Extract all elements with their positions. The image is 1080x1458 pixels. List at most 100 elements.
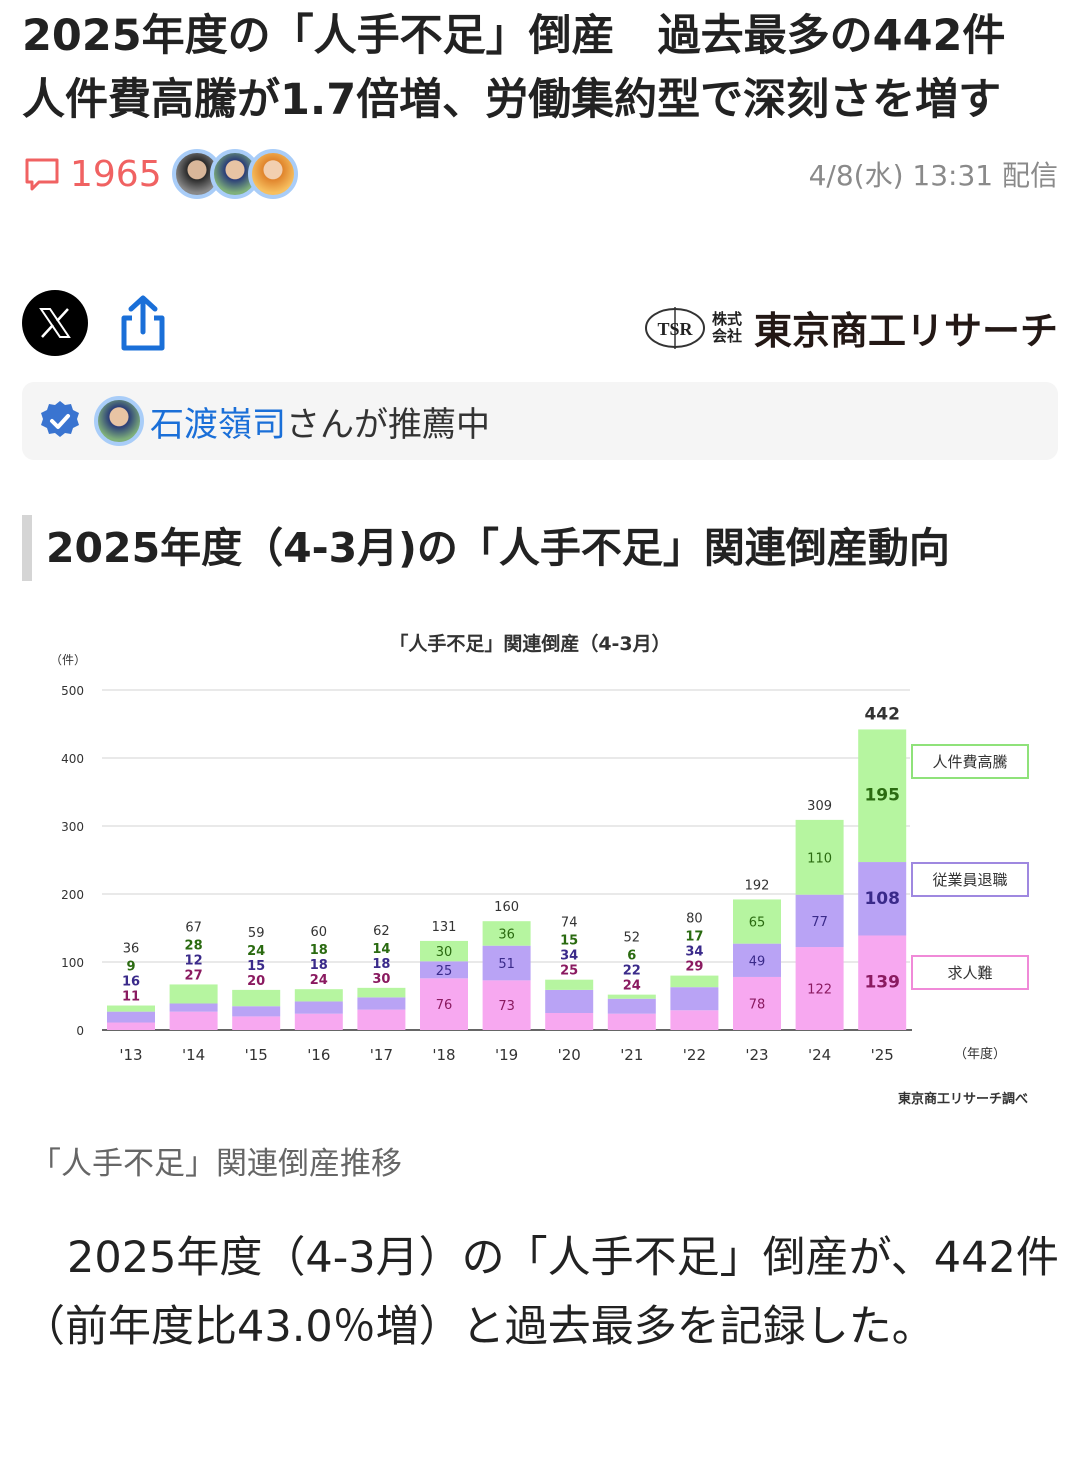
legend-label: 従業員退職 [932,871,1007,889]
x-tick-label: '23 [745,1046,768,1064]
bar-segment [795,947,844,1030]
bar-segment [545,979,594,990]
x-tick-label: '24 [808,1046,831,1064]
bar-segment [607,994,656,999]
bar-value-label: 65 [749,916,766,931]
bar-segment [858,862,907,936]
bar-segment [232,1006,281,1017]
recommendation-banner[interactable]: 石渡嶺司 さんが推薦中 [22,382,1058,460]
bar-segment [545,1013,594,1030]
bar-segment [795,894,844,948]
bar-value-label: 20 [247,974,265,989]
legend-callout [911,862,1029,897]
x-tick-label: '16 [307,1046,330,1064]
bar-value-label: 30 [372,972,390,987]
bar-value-label: 73 [498,999,515,1014]
x-tick-label: '22 [683,1046,706,1064]
bar-segment [670,975,719,988]
bar-value-label: 30 [436,945,453,960]
publish-date: 4/8(水) 13:31 配信 [808,159,1058,192]
bar-segment [482,921,531,946]
bar-value-label: 27 [185,968,203,983]
recommender-suffix: さんが推薦中 [286,404,490,445]
y-tick-label: 100 [61,956,84,970]
y-tick-label: 0 [76,1024,84,1038]
x-axis-label: （年度） [954,1046,1006,1062]
bar-segment [670,987,719,1011]
x-tick-label: '15 [245,1046,268,1064]
bar-value-label: 24 [247,944,265,959]
bar-value-label: 17 [685,930,703,945]
bar-value-label: 14 [372,942,390,957]
recommender-name[interactable]: 石渡嶺司 [150,404,286,445]
publisher-logo[interactable]: TSR 株式会社 東京商工リサーチ [644,300,1058,355]
bar-value-label: 11 [122,990,140,1005]
y-tick-label: 300 [61,820,84,834]
bar-segment [420,961,468,979]
bar-segment [607,998,656,1014]
tsr-logo-mark: TSR [644,306,705,349]
bar-total-label: 62 [373,924,390,939]
share-x-button[interactable] [22,290,88,356]
commenter-avatars[interactable] [171,149,298,199]
bar-value-label: 34 [560,949,578,964]
comment-button[interactable]: 1965 [22,154,162,195]
bar-total-label: 67 [185,920,202,935]
x-tick-label: '25 [871,1046,894,1064]
bar-value-label: 28 [185,938,203,953]
bar-value-label: 15 [247,959,265,974]
bar-value-label: 139 [864,973,900,993]
share-button[interactable] [118,294,168,358]
y-axis-label: （件） [50,653,86,667]
bar-value-label: 22 [623,964,641,979]
bar-segment [294,1001,343,1014]
comment-count: 1965 [70,153,162,195]
bar-value-label: 15 [560,934,578,949]
y-tick-label: 200 [61,888,84,902]
bar-segment [232,989,281,1007]
legend-label: 求人難 [947,964,992,982]
bar-value-label: 29 [685,960,703,975]
legend-label: 人件費高騰 [932,753,1007,771]
bar-segment [294,989,343,1002]
x-tick-label: '18 [432,1046,455,1064]
bar-value-label: 78 [749,997,766,1012]
bar-total-label: 442 [864,704,900,724]
x-tick-label: '19 [495,1046,518,1064]
bar-total-label: 192 [745,878,770,893]
image-caption: 「人手不足」関連倒産推移 [30,1146,402,1182]
bar-value-label: 18 [310,943,328,958]
bar-total-label: 74 [561,916,578,931]
bar-segment [858,935,907,1030]
bar-value-label: 12 [185,953,203,968]
bar-segment [232,1016,281,1030]
bar-value-label: 122 [807,983,832,998]
bar-total-label: 59 [248,926,265,941]
bar-segment [420,978,468,1030]
legend-callout [911,955,1029,990]
article-meta: 1965 4/8(水) 13:31 配信 [22,146,1058,202]
chart-image[interactable]: 「人手不足」関連倒産（4-3月） （件） （年度） 東京商工リサーチ調べ 0 10… [40,620,1040,1120]
bar-segment [733,943,781,977]
article-body: 2025年度（4-3月）の「人手不足」倒産が、442件（前年度比43.0％増）と… [22,1233,1059,1352]
bar-value-label: 6 [627,949,636,964]
bar-value-label: 36 [498,927,515,942]
bar-segment [357,1009,406,1030]
bar-value-label: 77 [811,915,828,930]
bar-value-label: 18 [372,957,390,972]
bar-segment [294,1013,343,1030]
bar-segment [795,819,844,895]
bar-segment [482,980,531,1030]
bar-segment [107,1005,155,1012]
bar-segment [733,976,781,1030]
bar-total-label: 80 [686,912,703,927]
bar-total-label: 131 [432,920,457,935]
bar-segment [858,729,907,863]
bar-segment [107,1022,155,1030]
bar-segment [107,1011,155,1023]
publisher-logo-prefix: 株式会社 [711,309,742,345]
y-tick-label: 500 [61,684,84,698]
bar-value-label: 16 [122,975,140,990]
bar-total-label: 36 [123,942,140,957]
bar-value-label: 18 [310,958,328,973]
